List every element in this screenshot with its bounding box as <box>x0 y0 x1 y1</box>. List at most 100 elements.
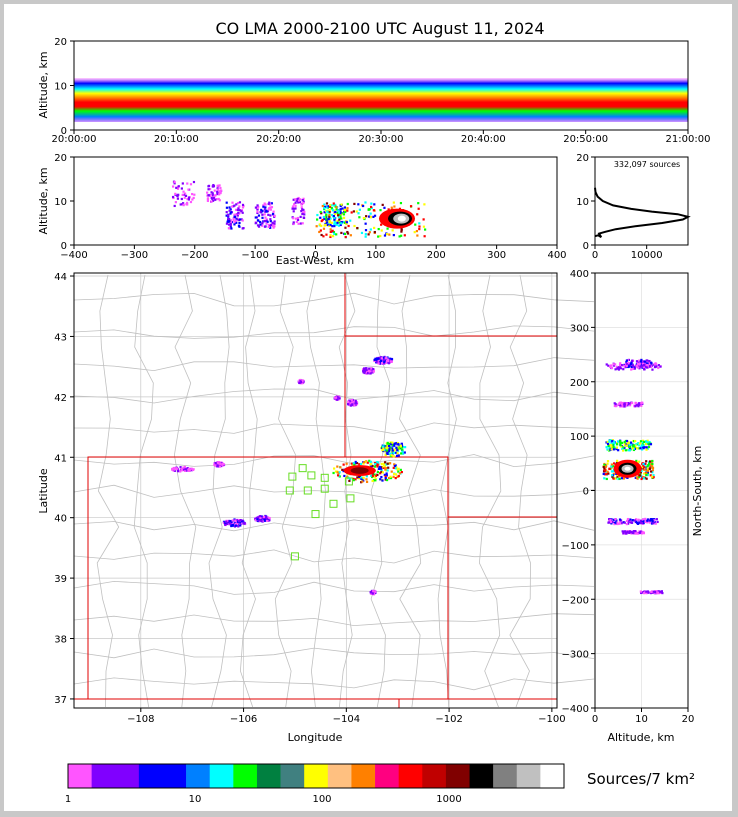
ew-source-point <box>373 203 376 206</box>
map-source-point <box>399 444 402 447</box>
ew-source-point <box>301 212 304 216</box>
map-source-point <box>377 360 381 364</box>
map-source-point <box>387 444 391 448</box>
map-source-point <box>358 463 361 466</box>
ew-source-point <box>328 205 332 208</box>
map-source-point <box>336 474 340 477</box>
ew-source-point <box>206 197 210 200</box>
map-source-point <box>341 468 344 471</box>
ew-xtick-label: 0 <box>312 250 318 261</box>
ew-source-point <box>293 207 296 210</box>
ns-source-point <box>651 462 654 466</box>
lma-station-marker <box>298 464 307 473</box>
map-source-point <box>378 356 381 359</box>
ns-source-point <box>616 521 619 524</box>
map-source-point <box>215 461 219 464</box>
map-source-point <box>398 472 401 475</box>
ew-source-point <box>237 211 240 214</box>
map-source-point <box>260 515 264 518</box>
ew-source-point <box>353 224 356 228</box>
ew-source-point <box>268 207 271 210</box>
ns-source-point <box>618 366 622 369</box>
county-boundary <box>370 274 391 708</box>
ns-source-point <box>636 461 640 464</box>
ns-source-point <box>647 440 650 444</box>
ns-source-point <box>612 364 616 367</box>
ns-source-point <box>605 477 608 481</box>
ns-source-point <box>627 364 630 367</box>
ns-source-point <box>620 477 624 480</box>
ns-source-point <box>624 449 628 452</box>
ew-source-point <box>301 211 305 214</box>
ew-source-point <box>302 208 305 212</box>
ns-source-point <box>637 403 640 406</box>
ew-source-point <box>370 205 373 209</box>
ns-source-point <box>612 518 616 521</box>
ew-source-point <box>267 208 270 211</box>
county-boundary <box>173 274 197 708</box>
map-source-point <box>386 451 389 455</box>
ns-source-point <box>640 444 644 447</box>
ns-source-point <box>636 362 640 366</box>
ns-source-point <box>609 448 612 451</box>
ew-source-point <box>181 193 184 197</box>
map-source-point <box>391 449 394 452</box>
ns-source-point <box>605 363 608 366</box>
ew-source-point <box>344 208 347 211</box>
map-source-point <box>348 479 351 482</box>
ew-source-point <box>324 222 327 225</box>
colorbar-tick-label: 10 <box>189 794 202 805</box>
map-source-point <box>380 361 384 365</box>
ew-source-point <box>297 222 300 225</box>
ns-source-point <box>629 445 632 448</box>
ns-source-point <box>643 468 646 471</box>
ns-source-point <box>612 470 615 473</box>
ew-source-point <box>296 216 300 220</box>
ew-source-point <box>296 218 300 222</box>
ns-source-point <box>635 520 638 523</box>
ew-source-point <box>333 232 336 236</box>
map-source-point <box>176 467 179 470</box>
ew-source-point <box>238 201 242 204</box>
ew-source-point <box>292 221 295 224</box>
ew-source-point <box>207 188 210 191</box>
ns-source-point <box>631 519 634 522</box>
ew-source-point <box>254 206 258 209</box>
ns-source-point <box>610 463 613 466</box>
ns-source-point <box>612 363 615 366</box>
map-source-point <box>399 468 402 471</box>
ew-source-point <box>219 186 222 190</box>
county-boundary <box>208 274 230 708</box>
ew-source-point <box>343 232 347 236</box>
ew-source-point <box>300 206 303 209</box>
ew-source-point <box>337 209 340 212</box>
map-source-point <box>396 446 399 449</box>
ew-source-point <box>325 217 328 220</box>
ns-source-point <box>647 591 650 594</box>
ns-source-point <box>660 590 663 593</box>
ew-source-point <box>227 227 231 230</box>
ew-source-point <box>379 209 382 212</box>
ew-source-point <box>417 207 420 210</box>
ew-source-point <box>369 228 372 231</box>
map-source-point <box>387 443 391 446</box>
ns-source-point <box>616 475 619 478</box>
ew-source-point <box>322 215 325 219</box>
ns-source-point <box>620 445 623 448</box>
ew-source-point <box>235 203 238 206</box>
ns-source-point <box>627 522 630 525</box>
colorbar-cell <box>327 764 352 788</box>
ew-source-point <box>271 221 274 224</box>
map-source-point <box>379 359 382 363</box>
map-source-point <box>299 378 302 382</box>
ew-source-point <box>263 208 266 211</box>
map-source-point <box>267 516 270 519</box>
map-source-point <box>383 355 386 359</box>
ns-source-point <box>633 519 636 522</box>
ns-source-point <box>629 521 633 524</box>
ew-core-white <box>397 215 406 222</box>
map-source-point <box>234 522 237 526</box>
ew-source-point <box>174 201 177 204</box>
ns-source-point <box>652 476 655 479</box>
ns-source-point <box>623 440 626 444</box>
